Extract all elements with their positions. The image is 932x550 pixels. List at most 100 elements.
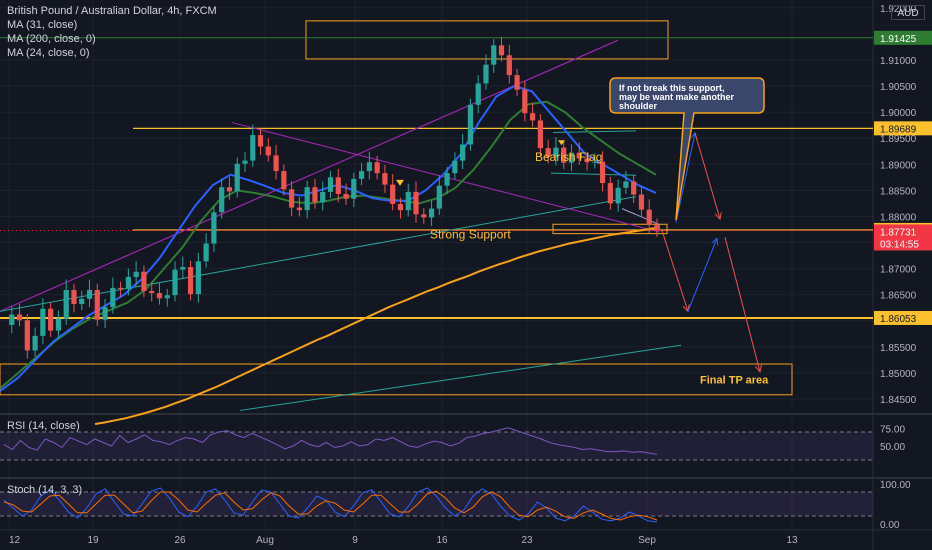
rsi-label[interactable]: RSI (14, close) xyxy=(7,420,80,432)
candle-body xyxy=(491,45,497,65)
projection-arrows-layer xyxy=(661,131,762,373)
price-tag-label: 1.86053 xyxy=(880,314,917,325)
stoch-d-line xyxy=(3,490,658,521)
candle-body xyxy=(545,148,551,157)
legend-ma200[interactable]: MA (200, close, 0) xyxy=(7,33,96,45)
currency-badge: AUD xyxy=(891,5,925,20)
candle-body xyxy=(265,146,271,156)
time-tick: Sep xyxy=(638,535,656,546)
price-tick: 1.88500 xyxy=(880,186,917,197)
note-text: shoulder xyxy=(619,101,658,111)
price-tags-layer: 1.914251.896891.877411.8773103:14:551.86… xyxy=(874,30,932,325)
price-tick: 1.84500 xyxy=(880,395,917,406)
ma31-line xyxy=(0,100,657,390)
candle-body xyxy=(63,289,69,319)
candle-body xyxy=(623,181,629,188)
candle-body xyxy=(413,191,419,215)
candle-body xyxy=(599,161,606,184)
price-tick: 1.91000 xyxy=(880,56,917,67)
candle-body xyxy=(242,160,248,164)
candle-body xyxy=(335,177,341,195)
candle-body xyxy=(172,269,178,296)
candle-body xyxy=(631,181,637,195)
price-tag-label: 1.89689 xyxy=(880,124,917,135)
candle-body xyxy=(55,318,62,331)
candle-body xyxy=(638,194,645,210)
candle-body xyxy=(219,187,225,213)
legend-ma31[interactable]: MA (31, close) xyxy=(7,19,78,31)
candle-body xyxy=(576,152,582,159)
candle-body xyxy=(460,144,466,161)
price-tick: 1.89500 xyxy=(880,134,917,145)
note-text: If not break this support, xyxy=(619,83,725,93)
candle-body xyxy=(498,45,505,56)
candle-body xyxy=(320,191,326,203)
candle-body xyxy=(444,173,450,186)
candle-body xyxy=(156,293,163,299)
projection-arrow xyxy=(724,237,761,372)
candle-body xyxy=(483,64,489,84)
candle-body xyxy=(141,271,147,292)
time-axis: 12 19 26 Aug 9 16 23 Sep 13 xyxy=(9,535,798,546)
candle-body xyxy=(203,243,209,262)
rsi-tick: 50.00 xyxy=(880,442,905,453)
ma200-line xyxy=(94,226,661,425)
stoch-label[interactable]: Stoch (14, 3, 3) xyxy=(7,484,83,496)
projection-arrow xyxy=(687,238,718,312)
candle-body xyxy=(592,161,598,163)
candle-body xyxy=(405,191,411,211)
candle-body xyxy=(102,307,108,320)
candle-body xyxy=(16,314,23,321)
rsi-pane xyxy=(0,427,873,461)
projection-arrowhead xyxy=(711,237,719,246)
candle-body xyxy=(289,189,295,208)
candle-body xyxy=(24,320,30,351)
candle-body xyxy=(110,287,116,308)
candles-layer xyxy=(9,37,660,359)
time-tick: 19 xyxy=(87,535,99,546)
candle-body xyxy=(257,135,264,147)
legend-ma24[interactable]: MA (24, close, 0) xyxy=(7,47,90,59)
price-tag xyxy=(874,30,932,45)
chart-title: British Pound / Australian Dollar, 4h, F… xyxy=(7,5,217,17)
price-tag xyxy=(874,121,932,136)
candle-body xyxy=(654,224,660,231)
projection-arrowhead xyxy=(714,212,722,221)
candle-body xyxy=(537,120,543,149)
candle-body xyxy=(421,214,427,218)
flag-marker xyxy=(396,179,404,186)
rsi-band xyxy=(0,432,873,460)
candle-body xyxy=(48,308,54,331)
candle-body xyxy=(351,178,357,199)
lower-trendline xyxy=(239,344,682,411)
time-tick: 9 xyxy=(352,535,358,546)
candle-body xyxy=(226,187,233,192)
rsi-line xyxy=(3,427,658,455)
projection-arrowhead xyxy=(754,364,762,373)
countdown-label: 03:14:55 xyxy=(880,239,919,250)
candle-body xyxy=(133,271,139,277)
candle-body xyxy=(118,287,124,289)
candle-body xyxy=(584,158,590,163)
candle-body xyxy=(646,209,652,225)
candle-body xyxy=(195,261,201,295)
candle-body xyxy=(187,267,194,295)
candle-body xyxy=(234,163,240,192)
zones-layer: Final TP area xyxy=(0,20,793,396)
candle-body xyxy=(273,155,279,172)
stoch-tick: 0.00 xyxy=(880,520,900,531)
price-tick: 1.90500 xyxy=(880,82,917,93)
candle-body xyxy=(343,194,349,199)
candle-body xyxy=(366,162,372,172)
price-tick: 1.86500 xyxy=(880,291,917,302)
flag-bottom xyxy=(550,172,637,176)
candle-body xyxy=(32,335,38,351)
candle-body xyxy=(467,104,474,145)
candle-body xyxy=(374,162,380,174)
price-tick: 1.85500 xyxy=(880,343,917,354)
ma24-line xyxy=(0,85,657,392)
candle-body xyxy=(568,152,575,163)
bearish-flag-label: Bearish Flag xyxy=(535,150,602,164)
